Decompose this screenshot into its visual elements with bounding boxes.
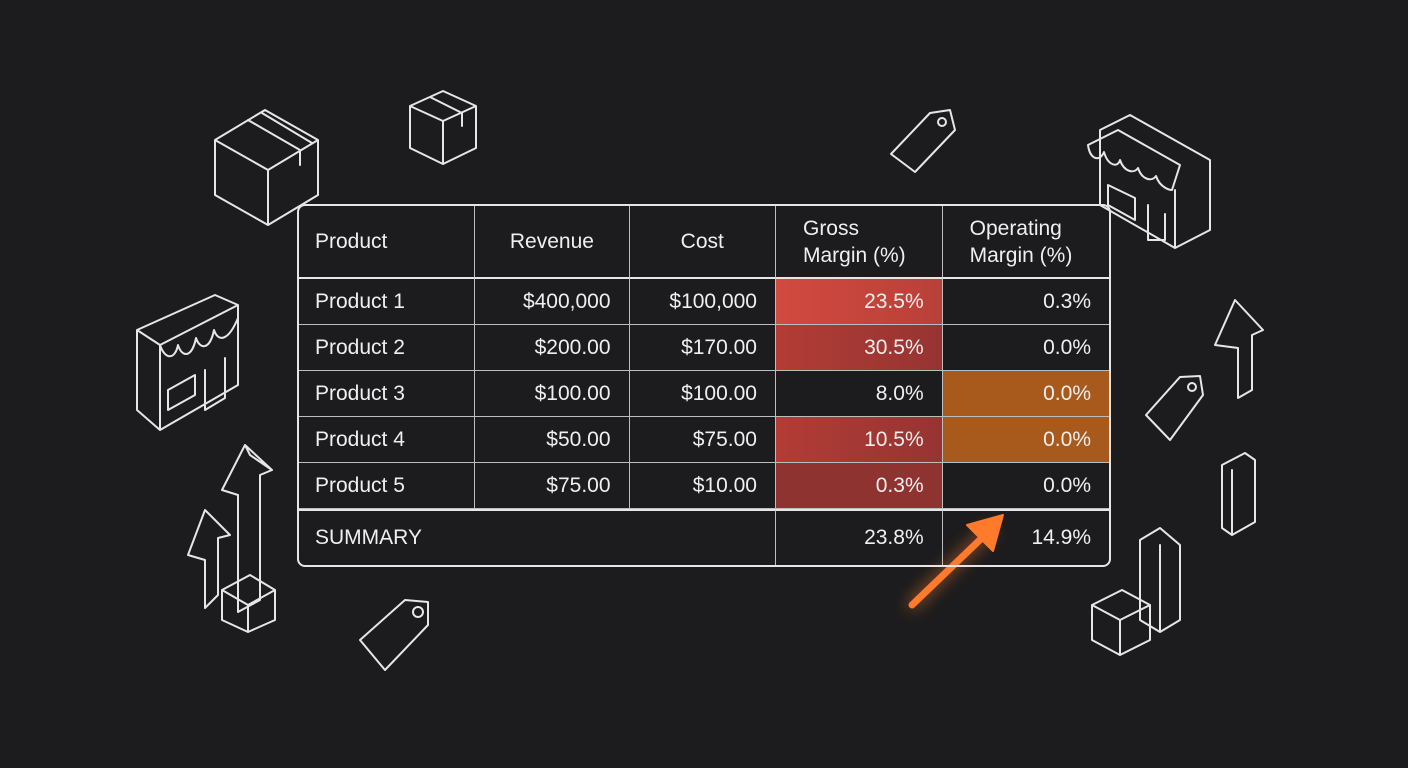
- header-cell: Revenue: [475, 206, 630, 279]
- summary-label: SUMMARY: [299, 509, 776, 565]
- row: Product 5 $75.00 $10.00 0.3% 0.0%: [299, 463, 1109, 509]
- cell: Product 3: [299, 371, 476, 417]
- cell: 30.5%: [775, 325, 943, 371]
- store-icon: [136, 294, 239, 431]
- header-cell: Cost: [629, 206, 776, 279]
- arrow-icon: [187, 444, 273, 613]
- box-icon: [409, 90, 477, 165]
- cell: 14.9%: [942, 509, 1109, 565]
- header-cell: Gross Margin (%): [775, 206, 943, 279]
- cell: $75.00: [629, 417, 776, 463]
- row: Product 1 $400,000 $100,000 23.5% 0.3%: [299, 279, 1109, 325]
- cell: $100,000: [629, 279, 776, 325]
- phone-icon: [1139, 452, 1256, 633]
- row: Product 4 $50.00 $75.00 10.5% 0.0%: [299, 417, 1109, 463]
- cell: $100.00: [629, 371, 776, 417]
- cell: Product 4: [299, 417, 476, 463]
- cell: 0.0%: [942, 371, 1109, 417]
- cell: $170.00: [629, 325, 776, 371]
- cell: Product 2: [299, 325, 476, 371]
- cell: Product 5: [299, 463, 476, 509]
- cell: 0.0%: [942, 325, 1109, 371]
- tag-icon: [890, 109, 956, 173]
- cell: 0.0%: [942, 417, 1109, 463]
- cell: 23.5%: [775, 279, 943, 325]
- cell: 0.3%: [942, 279, 1109, 325]
- box-icon: [221, 574, 276, 633]
- header-cell: Product: [299, 206, 476, 279]
- highlight-arrow: [908, 514, 1004, 609]
- cell: 0.0%: [942, 463, 1109, 509]
- cell: $10.00: [629, 463, 776, 509]
- row: Product 3 $100.00 $100.00 8.0% 0.0%: [299, 371, 1109, 417]
- cell: 0.3%: [775, 463, 943, 509]
- data-table: Product Revenue Cost Gross Margin (%) Op…: [297, 204, 1111, 567]
- header-cell: Operating Margin (%): [942, 206, 1109, 279]
- cell: 10.5%: [775, 417, 943, 463]
- tag-icon: [359, 599, 429, 671]
- box-icon: [1091, 589, 1151, 656]
- tag-icon: [1145, 375, 1204, 441]
- header-row: Product Revenue Cost Gross Margin (%) Op…: [299, 206, 1109, 279]
- row: Product 2 $200.00 $170.00 30.5% 0.0%: [299, 325, 1109, 371]
- cell: 23.8%: [775, 509, 943, 565]
- cell: $75.00: [475, 463, 630, 509]
- cell: $100.00: [475, 371, 630, 417]
- cell: Product 1: [299, 279, 476, 325]
- summary-row: SUMMARY 23.8% 14.9%: [299, 509, 1109, 565]
- cell: 8.0%: [775, 371, 943, 417]
- arrow-icon: [1214, 299, 1264, 399]
- cell: $50.00: [475, 417, 630, 463]
- store-icon: [1087, 114, 1211, 249]
- cell: $400,000: [475, 279, 630, 325]
- box-icon: [214, 109, 319, 226]
- cell: $200.00: [475, 325, 630, 371]
